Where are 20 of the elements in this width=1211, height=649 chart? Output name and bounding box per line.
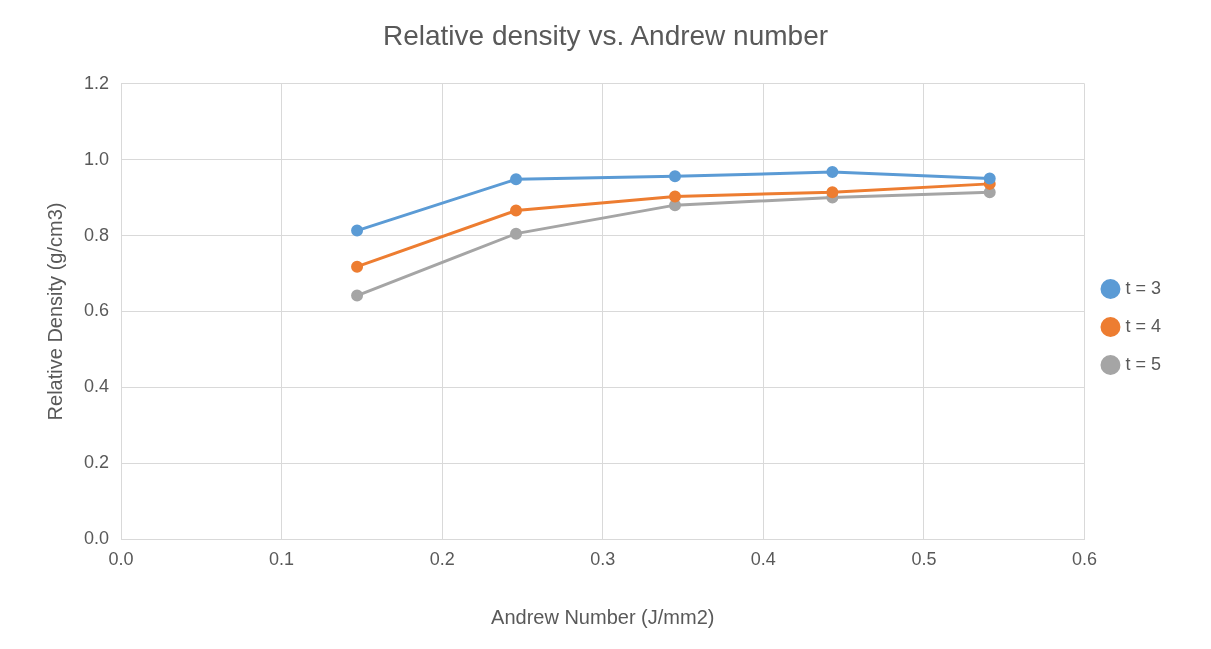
legend-label: t = 5 [1125, 353, 1162, 374]
chart-title: Relative density vs. Andrew number [382, 19, 829, 51]
legend-label: t = 4 [1125, 315, 1162, 336]
y-tick-label: 1.2 [83, 72, 110, 93]
x-tick-label: 0.1 [269, 549, 295, 570]
x-axis-title: Andrew Number (J/mm2) [491, 605, 715, 628]
y-tick-label: 0.4 [83, 376, 110, 397]
x-tick-label: 0.5 [911, 549, 937, 570]
y-tick-label: 0.2 [83, 452, 110, 473]
x-tick-label: 0.6 [1071, 549, 1097, 570]
legend-label: t = 3 [1125, 277, 1162, 298]
y-tick-label: 0.0 [83, 528, 110, 549]
x-tick-label: 0.0 [108, 549, 134, 570]
x-tick-label: 0.3 [590, 549, 616, 570]
x-tick-label: 0.4 [750, 549, 776, 570]
x-tick-label: 0.2 [429, 549, 455, 570]
y-tick-label: 1.0 [83, 148, 110, 169]
y-tick-label: 0.8 [83, 224, 110, 245]
y-axis-title: Relative Density (g/cm3) [43, 202, 66, 421]
y-tick-label: 0.6 [83, 300, 110, 321]
